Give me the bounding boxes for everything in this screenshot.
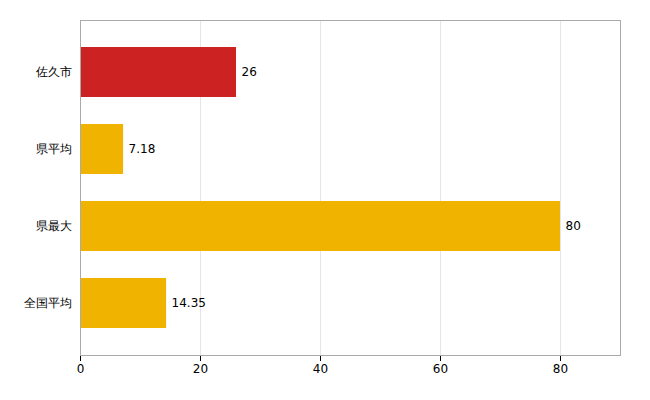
svg-text:佐久市: 佐久市 xyxy=(36,65,72,79)
svg-text:県最大: 県最大 xyxy=(36,219,72,233)
svg-text:7.18: 7.18 xyxy=(129,142,156,156)
svg-text:20: 20 xyxy=(193,362,208,376)
svg-text:80: 80 xyxy=(566,219,581,233)
svg-text:40: 40 xyxy=(313,362,328,376)
svg-text:26: 26 xyxy=(242,65,257,79)
svg-text:14.35: 14.35 xyxy=(172,296,206,310)
svg-text:80: 80 xyxy=(553,362,568,376)
svg-text:60: 60 xyxy=(433,362,448,376)
svg-text:0: 0 xyxy=(77,362,85,376)
svg-text:全国平均: 全国平均 xyxy=(24,296,72,310)
svg-text:県平均: 県平均 xyxy=(36,142,72,156)
